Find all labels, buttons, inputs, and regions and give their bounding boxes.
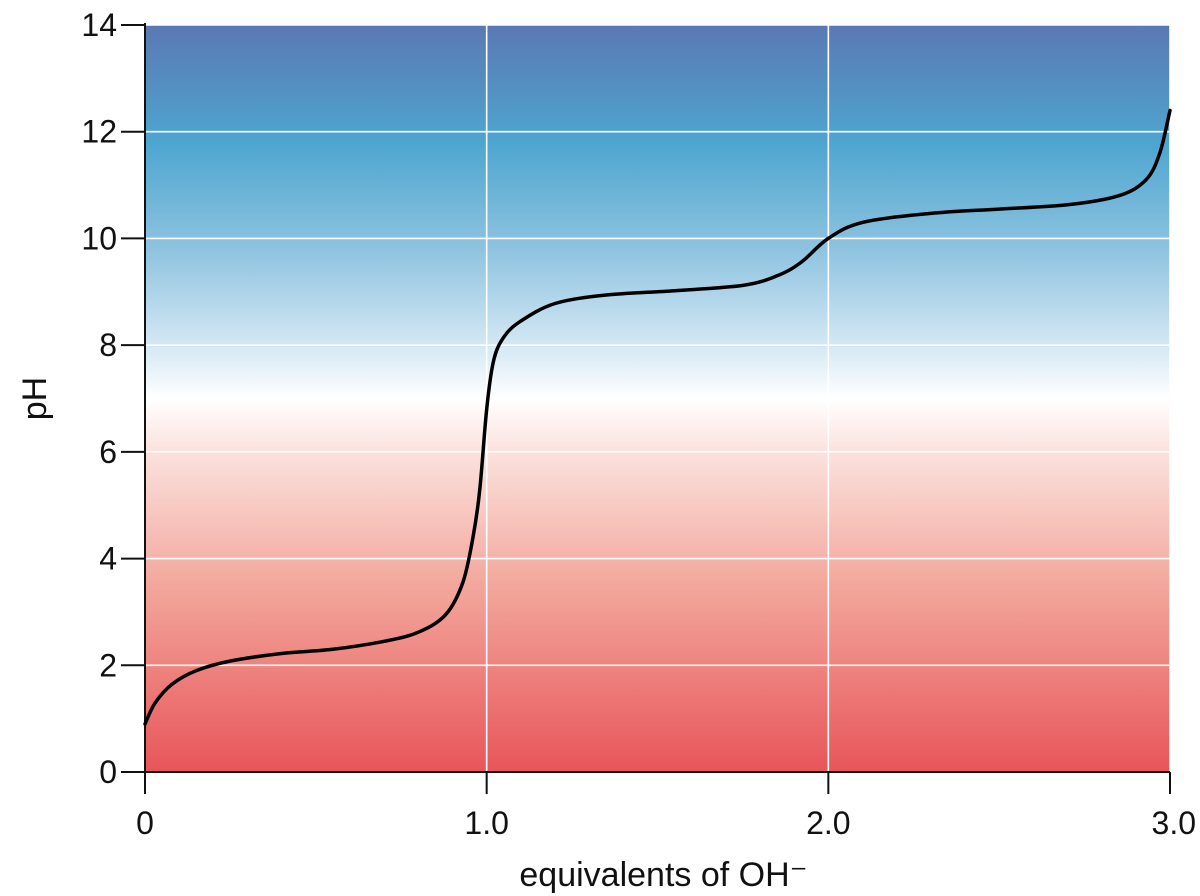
tick-labels: 0 2 4 6 8 10 12 14 0 1.0 2.0 3.0 — [81, 7, 1196, 841]
axes — [144, 23, 1170, 773]
y-tick-label-14: 14 — [81, 7, 117, 43]
y-tick-label-2: 2 — [99, 647, 117, 683]
x-tick-label-3: 3.0 — [1152, 805, 1196, 841]
titration-curve-line — [143, 108, 1172, 726]
x-tick-label-1: 1.0 — [464, 805, 508, 841]
y-tick-label-4: 4 — [99, 541, 117, 577]
x-tick-label-2: 2.0 — [806, 805, 850, 841]
grid-lines — [145, 24, 1171, 772]
x-tick-label-0: 0 — [136, 805, 154, 841]
y-tick-label-6: 6 — [99, 434, 117, 470]
ph-gradient-background — [145, 25, 1170, 772]
tick-marks — [121, 24, 1171, 794]
y-tick-label-8: 8 — [99, 327, 117, 363]
y-tick-label-10: 10 — [81, 220, 117, 256]
y-tick-label-12: 12 — [81, 114, 117, 150]
y-axis-title: pH — [16, 377, 54, 420]
y-tick-label-0: 0 — [99, 754, 117, 790]
x-axis-title: equivalents of OH⁻ — [519, 856, 807, 894]
